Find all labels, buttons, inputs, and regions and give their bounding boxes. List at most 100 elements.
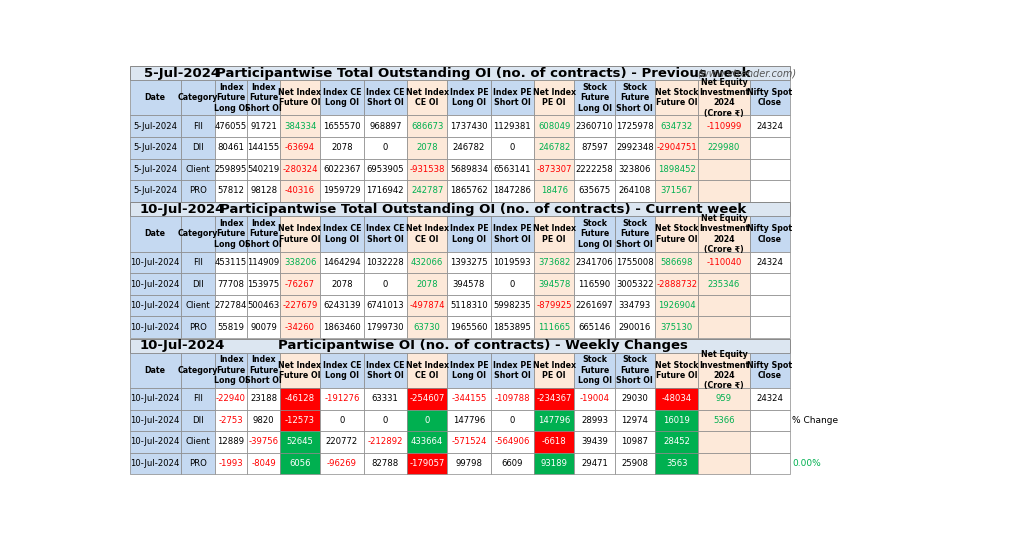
Bar [180,409,215,431]
Text: Net Index
PE OI: Net Index PE OI [532,224,575,244]
Bar [698,316,750,338]
Bar [535,316,574,338]
Bar [750,409,790,431]
Text: 453115: 453115 [215,258,247,267]
Bar [364,115,407,137]
Text: 1032228: 1032228 [367,258,404,267]
Bar [614,159,655,180]
Text: 371567: 371567 [660,186,693,195]
Text: 10-Jul-2024: 10-Jul-2024 [130,280,180,288]
Text: 246782: 246782 [538,143,570,152]
Bar [655,115,698,137]
Bar [215,352,248,388]
Text: 1959729: 1959729 [324,186,360,195]
Text: 39439: 39439 [581,437,608,447]
Text: Net Index
CE OI: Net Index CE OI [406,360,449,380]
Text: 2261697: 2261697 [575,301,613,310]
Bar [215,409,248,431]
Bar [447,352,490,388]
Bar [215,452,248,474]
Text: 634732: 634732 [660,122,693,131]
Bar [407,180,447,202]
Text: 1393275: 1393275 [451,258,487,267]
Text: 28993: 28993 [581,416,608,425]
Bar [698,409,750,431]
Text: 334793: 334793 [618,301,651,310]
Text: 24324: 24324 [757,122,783,131]
Bar [490,216,535,252]
Bar [248,295,280,316]
Bar [130,202,790,216]
Text: -46128: -46128 [285,394,315,404]
Bar [655,273,698,295]
Bar [750,80,790,115]
Text: PRO: PRO [188,459,207,468]
Bar [321,159,364,180]
Bar [364,216,407,252]
Bar [364,352,407,388]
Text: 24324: 24324 [757,394,783,404]
Text: 10987: 10987 [622,437,648,447]
Bar [535,431,574,452]
Bar [321,295,364,316]
Text: -2753: -2753 [219,416,244,425]
Text: Net Index
CE OI: Net Index CE OI [406,224,449,244]
Text: Category: Category [177,93,218,102]
Bar [447,273,490,295]
Text: 3563: 3563 [666,459,687,468]
Bar [180,316,215,338]
Bar [248,137,280,159]
Bar [535,409,574,431]
Bar [130,352,180,388]
Bar [280,252,321,273]
Text: 10-Jul-2024: 10-Jul-2024 [130,459,180,468]
Text: 338206: 338206 [284,258,316,267]
Bar [614,352,655,388]
Text: 1464294: 1464294 [324,258,360,267]
Bar [280,316,321,338]
Text: Net Stock
Future OI: Net Stock Future OI [655,224,698,244]
Bar [215,316,248,338]
Text: Index
Future
Long OI: Index Future Long OI [214,356,248,385]
Bar [655,352,698,388]
Bar [447,452,490,474]
Bar [280,137,321,159]
Text: Index PE
Short OI: Index PE Short OI [494,88,531,108]
Bar [407,295,447,316]
Text: Index PE
Long OI: Index PE Long OI [450,224,488,244]
Text: 52645: 52645 [287,437,313,447]
Bar [407,431,447,452]
Text: 99798: 99798 [456,459,482,468]
Bar [447,295,490,316]
Text: Index
Future
Long OI: Index Future Long OI [214,83,248,112]
Text: Index CE
Short OI: Index CE Short OI [366,360,404,380]
Text: 24324: 24324 [757,258,783,267]
Bar [490,180,535,202]
Text: 375130: 375130 [660,323,693,331]
Bar [447,252,490,273]
Bar [364,316,407,338]
Bar [407,216,447,252]
Bar [130,431,180,452]
Bar [614,452,655,474]
Bar [280,216,321,252]
Bar [574,159,614,180]
Text: Stock
Future
Long OI: Stock Future Long OI [578,83,611,112]
Text: 433664: 433664 [411,437,443,447]
Bar [248,431,280,452]
Bar [280,273,321,295]
Bar [574,216,614,252]
Bar [130,216,180,252]
Bar [750,216,790,252]
Bar [180,431,215,452]
Bar [750,452,790,474]
Text: -191276: -191276 [325,394,359,404]
Text: 586698: 586698 [660,258,693,267]
Bar [248,273,280,295]
Text: 25908: 25908 [622,459,648,468]
Bar [248,80,280,115]
Bar [248,388,280,409]
Text: 6741013: 6741013 [367,301,404,310]
Bar [574,80,614,115]
Bar [180,159,215,180]
